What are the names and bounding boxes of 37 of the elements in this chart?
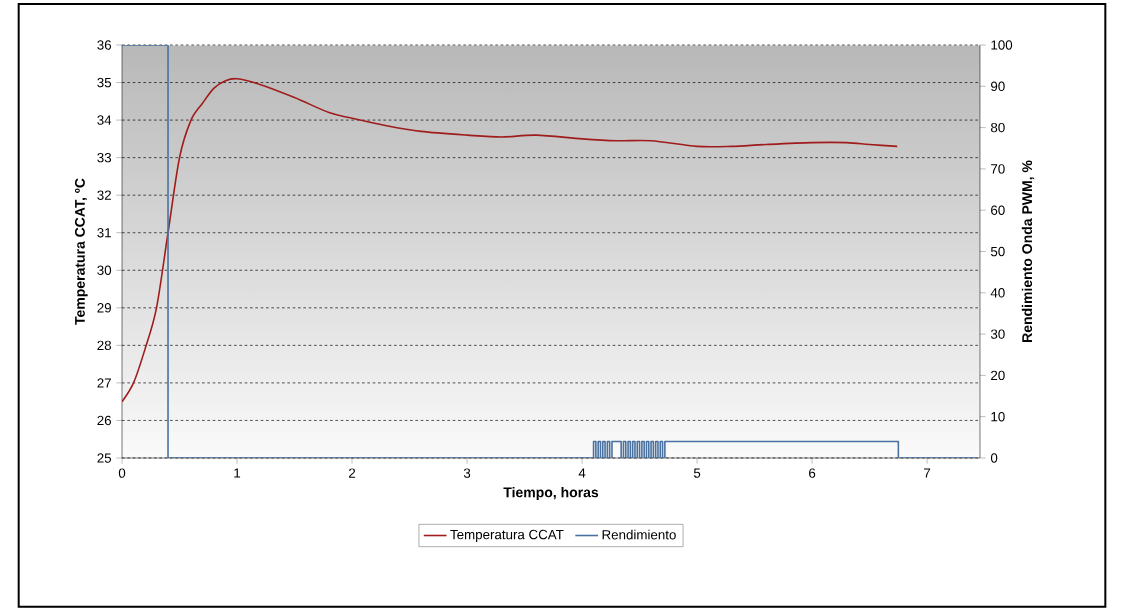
y2-tick-label: 30 bbox=[990, 329, 1005, 339]
y2-tick-label: 90 bbox=[991, 81, 1005, 92]
y2-tick-label: 60 bbox=[991, 205, 1005, 215]
y2-tick-label: 50 bbox=[990, 246, 1005, 257]
y-tick-label: 33 bbox=[97, 152, 112, 163]
y2-tick-label: 40 bbox=[990, 288, 1005, 298]
x-tick-label: 7 bbox=[924, 468, 931, 478]
x-tick-label: 5 bbox=[693, 468, 701, 478]
x-tick-label: 6 bbox=[809, 468, 816, 478]
y-tick-label: 25 bbox=[97, 453, 112, 463]
y-tick-label: 35 bbox=[97, 77, 112, 88]
legend-label: Rendimiento bbox=[602, 529, 676, 540]
y-tick-label: 30 bbox=[97, 265, 112, 275]
x-axis-title: Tiempo, horas bbox=[503, 486, 599, 501]
x-tick-label: 1 bbox=[234, 468, 241, 478]
y-tick-label: 36 bbox=[97, 40, 112, 50]
y2-tick-label: 0 bbox=[990, 453, 998, 463]
y2-tick-label: 80 bbox=[990, 122, 1005, 133]
y2-axis-title: Rendimiento Onda PWM, % bbox=[1021, 160, 1035, 342]
y2-tick-label: 20 bbox=[991, 370, 1005, 381]
y2-tick-label: 100 bbox=[991, 40, 1013, 50]
legend-label: Temperatura CCAT bbox=[450, 529, 564, 542]
y-tick-label: 29 bbox=[97, 303, 111, 313]
y2-tick-label: 70 bbox=[991, 164, 1005, 174]
y-axis-title: Temperatura CCAT, ºC bbox=[74, 178, 88, 325]
y-tick-label: 28 bbox=[97, 340, 112, 351]
x-tick-label: 3 bbox=[463, 468, 471, 478]
y-tick-label: 26 bbox=[97, 415, 112, 426]
y-tick-label: 32 bbox=[97, 190, 111, 200]
x-tick-label: 0 bbox=[118, 468, 126, 478]
x-tick-label: 2 bbox=[349, 468, 356, 478]
x-tick-label: 4 bbox=[578, 468, 586, 478]
y-tick-label: 27 bbox=[97, 378, 111, 388]
y2-tick-label: 10 bbox=[991, 411, 1005, 422]
y-tick-label: 34 bbox=[97, 115, 112, 125]
y-tick-label: 31 bbox=[97, 228, 111, 238]
line-series bbox=[122, 77, 898, 403]
